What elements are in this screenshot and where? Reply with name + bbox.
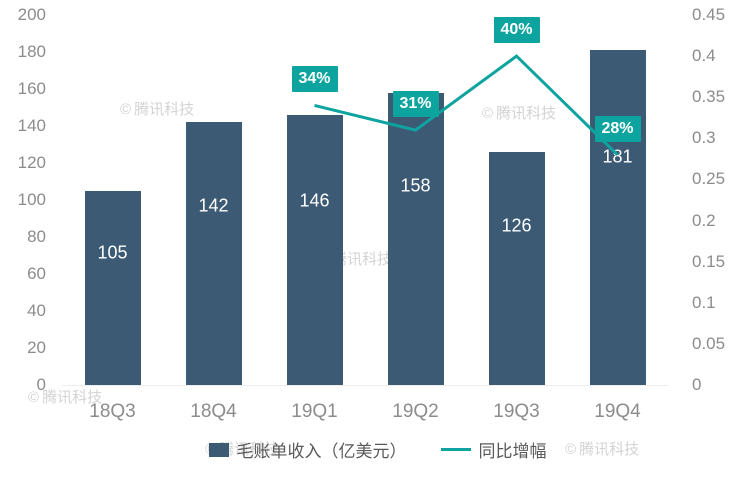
y-axis-tick-right: 0.3 [692,128,716,148]
bar [185,122,242,385]
x-axis-label: 19Q2 [392,401,439,422]
growth-rate-label: 31% [392,91,439,118]
legend: 毛账单收入（亿美元） 同比增幅 [0,437,755,462]
y-axis-tick-left: 20 [27,338,46,357]
bar [286,114,343,385]
bar-value-label: 142 [198,195,229,216]
y-axis-tick-left: 180 [17,42,46,61]
y-axis-tick-right: 0.25 [692,169,726,189]
copyright-icon: © [482,105,494,122]
x-axis-label: 18Q3 [89,401,136,422]
x-axis-label: 18Q4 [190,401,237,422]
x-axis-line [62,385,668,386]
legend-item-billings[interactable]: 毛账单收入（亿美元） [208,437,407,462]
watermark-text: 腾讯科技 [134,101,195,118]
y-axis-tick-left: 140 [17,116,46,135]
bar-value-label: 181 [602,146,633,167]
growth-rate-label: 40% [493,17,540,44]
y-axis-tick-right: 0.2 [692,210,716,230]
x-axis-label: 19Q1 [291,401,338,422]
bar [84,190,141,385]
bar-value-label: 158 [400,175,431,196]
y-axis-tick-right: 0.35 [692,87,726,107]
legend-label-billings: 毛账单收入（亿美元） [236,442,407,461]
line-swatch-icon [440,448,471,451]
watermark: ©腾讯科技 [120,98,194,119]
y-axis-tick-right: 0.15 [692,251,726,271]
copyright-icon: © [120,101,132,118]
bar [387,92,444,385]
bar-value-label: 126 [501,215,532,236]
bar [488,151,545,385]
y-axis-tick-right: 0.45 [692,5,726,24]
y-axis-tick-left: 160 [17,79,46,98]
x-axis-label: 19Q3 [493,401,540,422]
y-axis-tick-right: 0.1 [692,292,716,312]
watermark-text: 腾讯科技 [496,105,557,122]
y-axis-tick-left: 120 [17,153,46,172]
bar-value-label: 105 [97,242,128,263]
watermark: ©腾讯科技 [482,102,556,123]
growth-rate-label: 34% [291,66,338,93]
bar [589,50,646,385]
y-axis-tick-left: 0 [36,375,46,394]
y-axis-tick-right: 0 [692,375,702,394]
bar-value-label: 146 [299,190,330,211]
y-axis-tick-right: 0.4 [692,46,716,66]
y-axis-tick-left: 80 [27,227,46,246]
y-axis-tick-left: 200 [17,5,46,24]
y-axis-tick-left: 40 [27,301,46,320]
y-axis-tick-right: 0.05 [692,333,726,353]
growth-rate-label: 28% [594,115,641,142]
bar-swatch-icon [208,442,229,457]
x-axis-label: 19Q4 [594,401,641,422]
y-axis-tick-left: 100 [17,190,46,209]
legend-item-growth[interactable]: 同比增幅 [440,437,547,462]
legend-label-growth: 同比增幅 [478,442,547,461]
y-axis-tick-left: 60 [27,264,46,283]
